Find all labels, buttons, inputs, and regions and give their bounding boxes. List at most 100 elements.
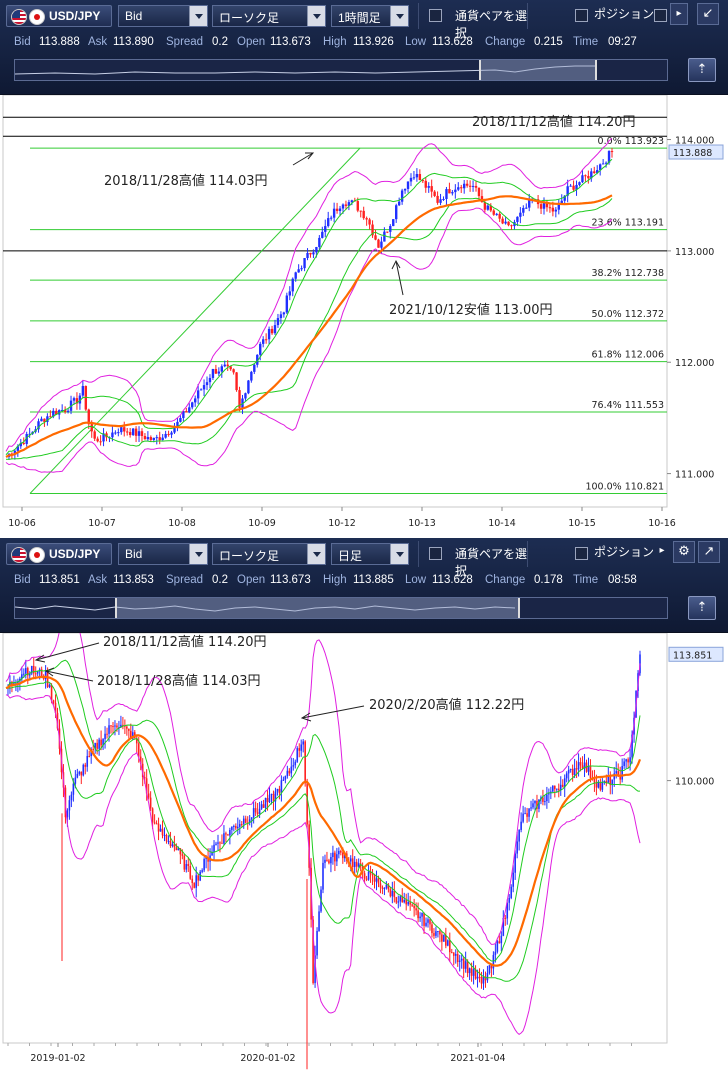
scroll-latest-icon[interactable]: ⇡: [688, 596, 716, 620]
candle-body: [413, 905, 415, 909]
candle-body: [99, 441, 102, 443]
candle-body: [373, 875, 376, 882]
candle-body: [524, 813, 526, 815]
candle-body: [267, 328, 271, 340]
candle-body: [458, 960, 461, 963]
currency-pair-button[interactable]: USD/JPY: [6, 5, 112, 27]
chevron-down-icon[interactable]: [307, 6, 325, 26]
candle-body: [554, 209, 558, 212]
candle-body: [22, 442, 25, 444]
ask-value: 113.853: [113, 574, 154, 586]
candle-body: [314, 955, 316, 984]
candle-body: [514, 853, 516, 873]
daily-candlestick-chart[interactable]: 110.000 2019-01-02 2020-01-02 2021-01-04 113…: [0, 633, 728, 1080]
pair-select-checkbox[interactable]: [429, 9, 442, 22]
annotation-label: 2018/11/12高値 114.20円: [472, 114, 636, 130]
candle-body: [590, 171, 593, 179]
navigator-range-handle[interactable]: [115, 598, 520, 618]
position-checkbox[interactable]: [575, 547, 588, 560]
scroll-right-icon[interactable]: ▸: [670, 3, 688, 25]
candle-body: [288, 291, 291, 296]
candle-body: [112, 726, 114, 728]
candle-body: [409, 177, 413, 182]
candle-body: [49, 416, 52, 418]
annotation-label: 2018/11/12高値 114.20円: [103, 634, 267, 650]
chevron-down-icon[interactable]: [307, 544, 325, 564]
candle-body: [526, 813, 528, 817]
candle-body: [244, 818, 247, 823]
candle-body: [132, 732, 134, 739]
candle-body: [424, 180, 427, 188]
pair-select-checkbox[interactable]: [429, 547, 442, 560]
fib-diagonal-line: [29, 147, 361, 494]
navigator-range-handle[interactable]: [479, 60, 597, 80]
scroll-right-icon[interactable]: ▸: [659, 545, 665, 556]
candle-body: [157, 823, 160, 832]
pair-select-label: 通貨ペアを選択: [455, 9, 528, 40]
chart-navigator[interactable]: [14, 597, 668, 619]
chart-navigator[interactable]: [14, 59, 668, 81]
chevron-down-icon[interactable]: [390, 6, 408, 26]
candle-body: [250, 817, 253, 820]
candle-body: [260, 804, 263, 809]
position-checkbox[interactable]: [575, 9, 588, 22]
spread-label: Spread: [166, 574, 204, 586]
candle-body: [492, 954, 495, 969]
timeframe-select[interactable]: 日足: [331, 543, 409, 565]
expand-icon[interactable]: ↙: [697, 3, 719, 25]
candle-body: [400, 190, 404, 202]
candle-body: [344, 204, 348, 206]
candle-body: [399, 896, 402, 902]
candle-body: [572, 185, 575, 190]
gear-icon[interactable]: ⚙: [673, 541, 695, 563]
candle-body: [464, 961, 467, 969]
timeframe-select[interactable]: 1時間足: [331, 5, 409, 27]
chart-style-select[interactable]: ローソク足: [212, 543, 326, 565]
candle-body: [229, 829, 231, 836]
scroll-latest-icon[interactable]: ⇡: [688, 58, 716, 82]
candle-body: [335, 208, 339, 211]
candle-body: [87, 409, 90, 425]
candle-body: [270, 793, 273, 795]
pair-select-button[interactable]: 通貨ペアを選択: [418, 541, 528, 578]
chevron-down-icon[interactable]: [189, 544, 207, 564]
candle-body: [294, 272, 297, 279]
position-toggle-checkbox[interactable]: [654, 9, 667, 22]
price-type-select[interactable]: Bid: [118, 5, 208, 27]
candle-body: [324, 859, 326, 863]
candle-body: [542, 797, 544, 802]
price-type-select[interactable]: Bid: [118, 543, 208, 565]
expand-icon[interactable]: ↗: [698, 541, 720, 563]
candle-body: [472, 969, 475, 976]
annotation-label: 2020/2/20高値 112.22円: [369, 697, 524, 713]
currency-pair-button[interactable]: USD/JPY: [6, 543, 112, 565]
open-value: 113.673: [270, 574, 311, 586]
candle-body: [495, 213, 498, 215]
chart-style-select[interactable]: ローソク足: [212, 5, 326, 27]
chevron-down-icon[interactable]: [390, 544, 408, 564]
candle-body: [429, 919, 431, 925]
candle-body: [421, 180, 425, 182]
y-tick-label: 113.000: [675, 247, 714, 258]
annotation-arrow: [301, 705, 365, 719]
candle-body: [603, 780, 606, 783]
candle-body: [232, 369, 235, 373]
candle-body: [288, 770, 291, 774]
open-label: Open: [237, 36, 266, 48]
candle-body: [82, 764, 85, 776]
candle-body: [566, 186, 569, 196]
candle-body: [522, 813, 524, 822]
candle-body: [66, 410, 70, 412]
candle-body: [401, 896, 404, 903]
annotation-label: 2018/11/28高値 114.03円: [97, 673, 261, 689]
candle-body: [451, 192, 454, 194]
candle-body: [312, 919, 314, 984]
candle-body: [110, 725, 112, 727]
candle-body: [75, 398, 79, 404]
candle-body: [406, 181, 410, 189]
candle-body: [223, 833, 225, 844]
chevron-down-icon[interactable]: [189, 6, 207, 26]
pair-select-button[interactable]: 通貨ペアを選択: [418, 3, 528, 40]
candle-body: [185, 411, 188, 413]
hourly-candlestick-chart[interactable]: 0.0% 113.923 23.6% 113.191 38.2% 112.738 50…: [0, 95, 728, 538]
